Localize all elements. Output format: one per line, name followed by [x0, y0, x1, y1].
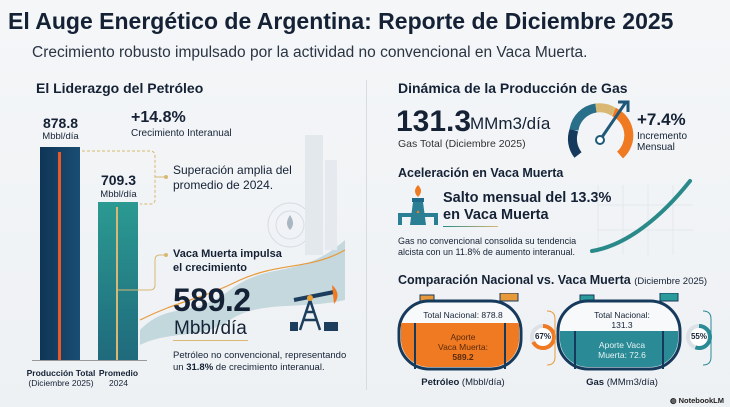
bar-average-2024 — [98, 202, 138, 360]
tanks — [397, 293, 712, 371]
bar2-label: Promedio — [98, 368, 139, 378]
gas-heading: Dinámica de la Producción de Gas — [398, 80, 628, 96]
page-subtitle: Crecimiento robusto impulsado por la act… — [32, 44, 588, 61]
divider — [366, 80, 367, 390]
accel-note: Gas no convencional consolida su tendenc… — [398, 236, 577, 257]
gas-growth: +7.4% — [637, 110, 686, 129]
bar-total-production — [40, 147, 80, 360]
bar2-value: 709.3 — [100, 172, 137, 188]
callout-vaca-muerta: Vaca Muerta impulsa el crecimiento — [173, 248, 282, 274]
gas-tank-aporte: Aporte Vaca Muerta: 72.6 — [598, 340, 646, 360]
bar2-unit: Mbbl/día — [100, 189, 137, 200]
vaca-muerta-oil-value: 589.2 — [173, 282, 251, 318]
callout-superacion: Superación amplia del promedio de 2024. — [173, 163, 292, 192]
gas-total-label: Gas Total (Diciembre 2025) — [398, 138, 526, 150]
oil-heading: El Liderazgo del Petróleo — [36, 80, 204, 96]
oil-percent: 67% — [534, 332, 551, 341]
bar2-sublabel: 2024 — [109, 378, 128, 388]
oil-tank-aporte: Aporte Vaca Muerta: 589.2 — [438, 332, 488, 362]
oil-tank-total: Total Nacional: 878.8 — [423, 310, 503, 320]
bar1-unit: Mbbl/día — [42, 131, 79, 142]
page-title: El Auge Energético de Argentina: Reporte… — [8, 8, 674, 34]
oil-growth: +14.8% — [131, 109, 186, 126]
oil-growth-label: Crecimiento Interanual — [131, 128, 232, 139]
gas-plant-icon — [398, 185, 438, 225]
underline — [173, 340, 248, 341]
gas-growth-label: Incremento Mensual — [637, 131, 688, 153]
oil-tank-label: Petróleo (Mbbl/día) — [421, 377, 505, 388]
gas-tank-total: Total Nacional: 131.3 — [594, 310, 650, 330]
accel-text: Salto mensual del 13.3% en Vaca Muerta — [443, 190, 612, 223]
connectors — [82, 135, 346, 345]
notebooklm-brand: ◍ NotebookLM — [669, 396, 724, 405]
accel-heading: Aceleración en Vaca Muerta — [398, 166, 564, 180]
bar1-label: Producción Total — [26, 368, 96, 378]
comparison-heading: Comparación Nacional vs. Vaca Muerta (Di… — [398, 273, 708, 287]
oil-note: Petróleo no convencional, representando u… — [173, 350, 347, 373]
gas-unit: MMm3/día — [470, 114, 551, 133]
gas-percent: 55% — [690, 332, 707, 341]
underline — [443, 226, 498, 227]
pumpjack-icon — [290, 285, 338, 331]
bar1-value: 878.8 — [42, 115, 79, 131]
gauge-icon — [567, 100, 634, 159]
axis-line — [32, 360, 147, 361]
gas-value: 131.3 — [396, 105, 472, 138]
growth-curve — [590, 179, 693, 255]
gas-tank-label: Gas (MMm3/día) — [586, 377, 658, 388]
bar1-sublabel: (Diciembre 2025) — [28, 378, 94, 388]
vaca-muerta-oil-unit: Mbbl/día — [174, 318, 247, 339]
